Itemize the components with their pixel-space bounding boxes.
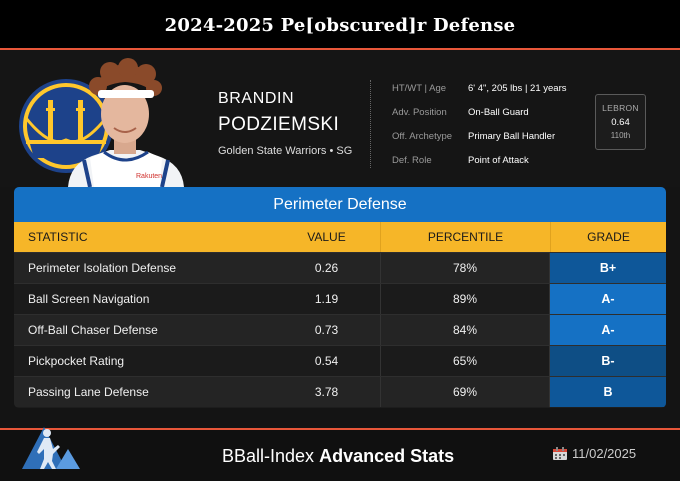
bball-index-logo-icon	[22, 427, 80, 469]
info-value-off-archetype: Primary Ball Handler	[468, 131, 556, 142]
stats-table: Perimeter Defense STATISTIC VALUE PERCEN…	[14, 187, 666, 408]
info-value-height-weight: 6' 4", 205 lbs | 21 years	[468, 83, 567, 94]
table-title: Perimeter Defense	[14, 187, 666, 222]
svg-text:Rakuten: Rakuten	[136, 173, 162, 180]
page-title: 2024-2025 Pe[obscured]r Defense	[164, 14, 516, 36]
grade-badge: B+	[550, 253, 666, 283]
stat-percentile: 69%	[380, 377, 550, 407]
calendar-icon	[553, 446, 567, 460]
stat-value: 0.54	[314, 354, 339, 368]
lebron-rank: 110th	[610, 131, 631, 140]
stat-percentile: 84%	[380, 315, 550, 345]
stat-percentile: 89%	[380, 284, 550, 314]
stat-value: 0.26	[314, 261, 339, 275]
stat-value: 1.19	[314, 292, 339, 306]
header-value: VALUE	[307, 230, 346, 244]
title-bar: 2024-2025 Pe[obscured]r Defense	[0, 0, 680, 50]
grade-badge: A-	[550, 284, 666, 314]
header-statistic: STATISTIC	[28, 230, 88, 244]
stat-name: Pickpocket Rating	[28, 354, 125, 368]
player-photo: Rakuten	[68, 58, 184, 187]
stat-name: Ball Screen Navigation	[28, 292, 150, 306]
stat-name: Perimeter Isolation Defense	[28, 261, 177, 275]
stat-value: 0.73	[314, 323, 339, 337]
header-grade: GRADE	[550, 222, 666, 252]
info-value-adv-position: On-Ball Guard	[468, 107, 529, 118]
table-row: Passing Lane Defense 3.78 69% B	[14, 376, 666, 407]
brand-label: BBall-Index Advanced Stats	[222, 446, 454, 467]
table-header-row: STATISTIC VALUE PERCENTILE GRADE	[14, 222, 666, 252]
lebron-label: LEBRON	[602, 103, 639, 113]
table-row: Pickpocket Rating 0.54 65% B-	[14, 345, 666, 376]
table-row: Perimeter Isolation Defense 0.26 78% B+	[14, 252, 666, 283]
info-label-height-weight: HT/WT | Age	[392, 83, 447, 94]
date-stamp: 11/02/2025	[552, 446, 636, 461]
table-row: Ball Screen Navigation 1.19 89% A-	[14, 283, 666, 314]
stat-value: 3.78	[314, 385, 339, 399]
title-divider	[0, 48, 680, 50]
lebron-box: LEBRON 0.64 110th	[595, 94, 646, 150]
info-divider	[370, 80, 371, 168]
info-label-def-role: Def. Role	[392, 155, 432, 166]
header-percentile: PERCENTILE	[380, 222, 550, 252]
grade-badge: B	[550, 377, 666, 407]
lebron-value: 0.64	[611, 117, 630, 128]
brand-name: BBall-Index	[222, 446, 315, 466]
stat-percentile: 78%	[380, 253, 550, 283]
date-text: 11/02/2025	[572, 446, 637, 461]
player-first-name: BRANDIN	[218, 90, 295, 107]
table-row: Off-Ball Chaser Defense 0.73 84% A-	[14, 314, 666, 345]
stat-percentile: 65%	[380, 346, 550, 376]
player-last-name: PODZIEMSKI	[218, 114, 340, 135]
stat-name: Passing Lane Defense	[28, 385, 149, 399]
grade-badge: B-	[550, 346, 666, 376]
info-label-off-archetype: Off. Archetype	[392, 131, 453, 142]
footer-divider	[0, 428, 680, 430]
grade-badge: A-	[550, 315, 666, 345]
team-position: Golden State Warriors • SG	[218, 145, 353, 157]
info-value-def-role: Point of Attack	[468, 155, 529, 166]
info-label-adv-position: Adv. Position	[392, 107, 447, 118]
brand-subtitle: Advanced Stats	[319, 446, 455, 466]
stat-name: Off-Ball Chaser Defense	[28, 323, 158, 337]
